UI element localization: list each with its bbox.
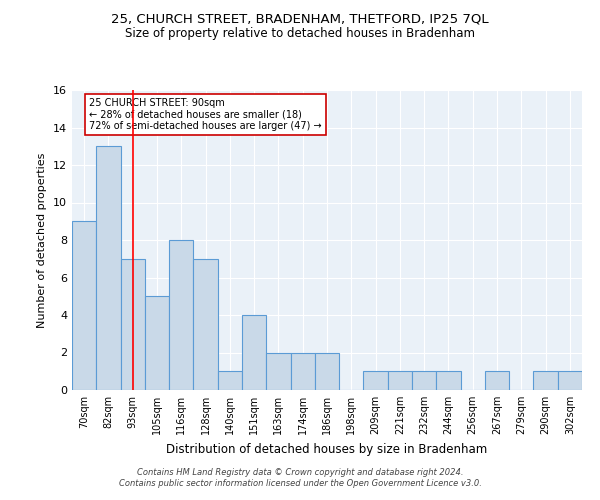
- X-axis label: Distribution of detached houses by size in Bradenham: Distribution of detached houses by size …: [166, 442, 488, 456]
- Bar: [533, 371, 558, 390]
- Text: 25 CHURCH STREET: 90sqm
← 28% of detached houses are smaller (18)
72% of semi-de: 25 CHURCH STREET: 90sqm ← 28% of detache…: [89, 98, 322, 130]
- Text: Contains HM Land Registry data © Crown copyright and database right 2024.
Contai: Contains HM Land Registry data © Crown c…: [119, 468, 481, 487]
- Bar: [218, 371, 242, 390]
- Bar: [242, 315, 266, 390]
- Bar: [72, 221, 96, 390]
- Bar: [315, 352, 339, 390]
- Bar: [169, 240, 193, 390]
- Bar: [412, 371, 436, 390]
- Bar: [290, 352, 315, 390]
- Bar: [388, 371, 412, 390]
- Bar: [96, 146, 121, 390]
- Bar: [364, 371, 388, 390]
- Y-axis label: Number of detached properties: Number of detached properties: [37, 152, 47, 328]
- Bar: [436, 371, 461, 390]
- Bar: [266, 352, 290, 390]
- Bar: [121, 259, 145, 390]
- Bar: [558, 371, 582, 390]
- Text: 25, CHURCH STREET, BRADENHAM, THETFORD, IP25 7QL: 25, CHURCH STREET, BRADENHAM, THETFORD, …: [111, 12, 489, 26]
- Text: Size of property relative to detached houses in Bradenham: Size of property relative to detached ho…: [125, 28, 475, 40]
- Bar: [193, 259, 218, 390]
- Bar: [485, 371, 509, 390]
- Bar: [145, 296, 169, 390]
